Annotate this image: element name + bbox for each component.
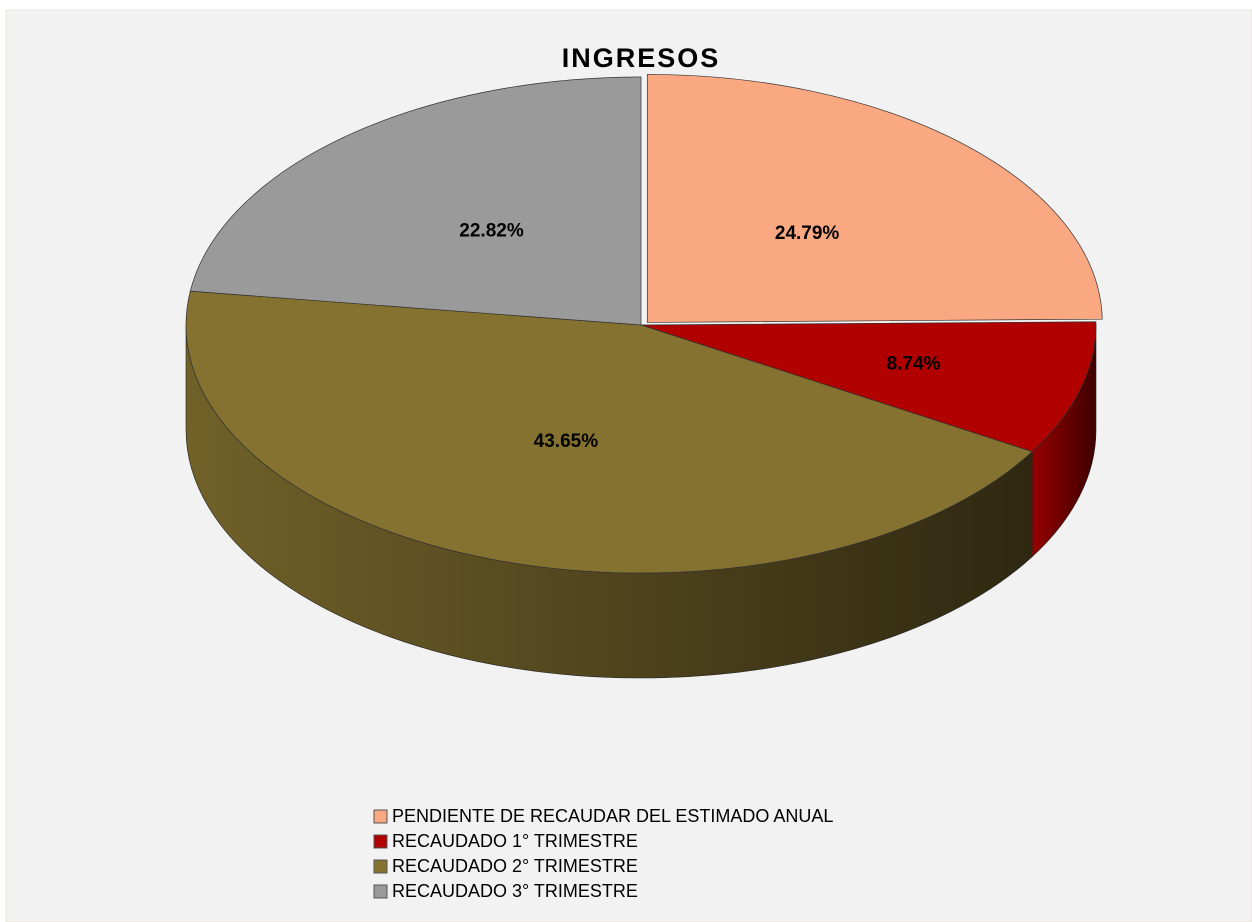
data-label: 8.74% bbox=[887, 354, 941, 375]
legend-label: RECAUDADO 3° TRIMESTRE bbox=[392, 881, 638, 901]
legend-swatch bbox=[373, 859, 388, 874]
slice bbox=[640, 321, 1097, 453]
data-label: 22.82% bbox=[459, 221, 524, 242]
legend-swatch bbox=[373, 834, 388, 849]
slice bbox=[189, 76, 642, 326]
legend-label: RECAUDADO 2° TRIMESTRE bbox=[392, 856, 638, 876]
slice bbox=[185, 290, 1033, 574]
slice bbox=[646, 74, 1103, 323]
chart-title: INGRESOS bbox=[562, 43, 721, 73]
data-label: 43.65% bbox=[534, 431, 599, 452]
legend-swatch bbox=[373, 884, 388, 899]
legend-label: RECAUDADO 1° TRIMESTRE bbox=[392, 831, 638, 851]
legend-swatch bbox=[373, 809, 388, 824]
data-label: 24.79% bbox=[775, 223, 840, 244]
legend-label: PENDIENTE DE RECAUDAR DEL ESTIMADO ANUAL bbox=[392, 806, 833, 826]
